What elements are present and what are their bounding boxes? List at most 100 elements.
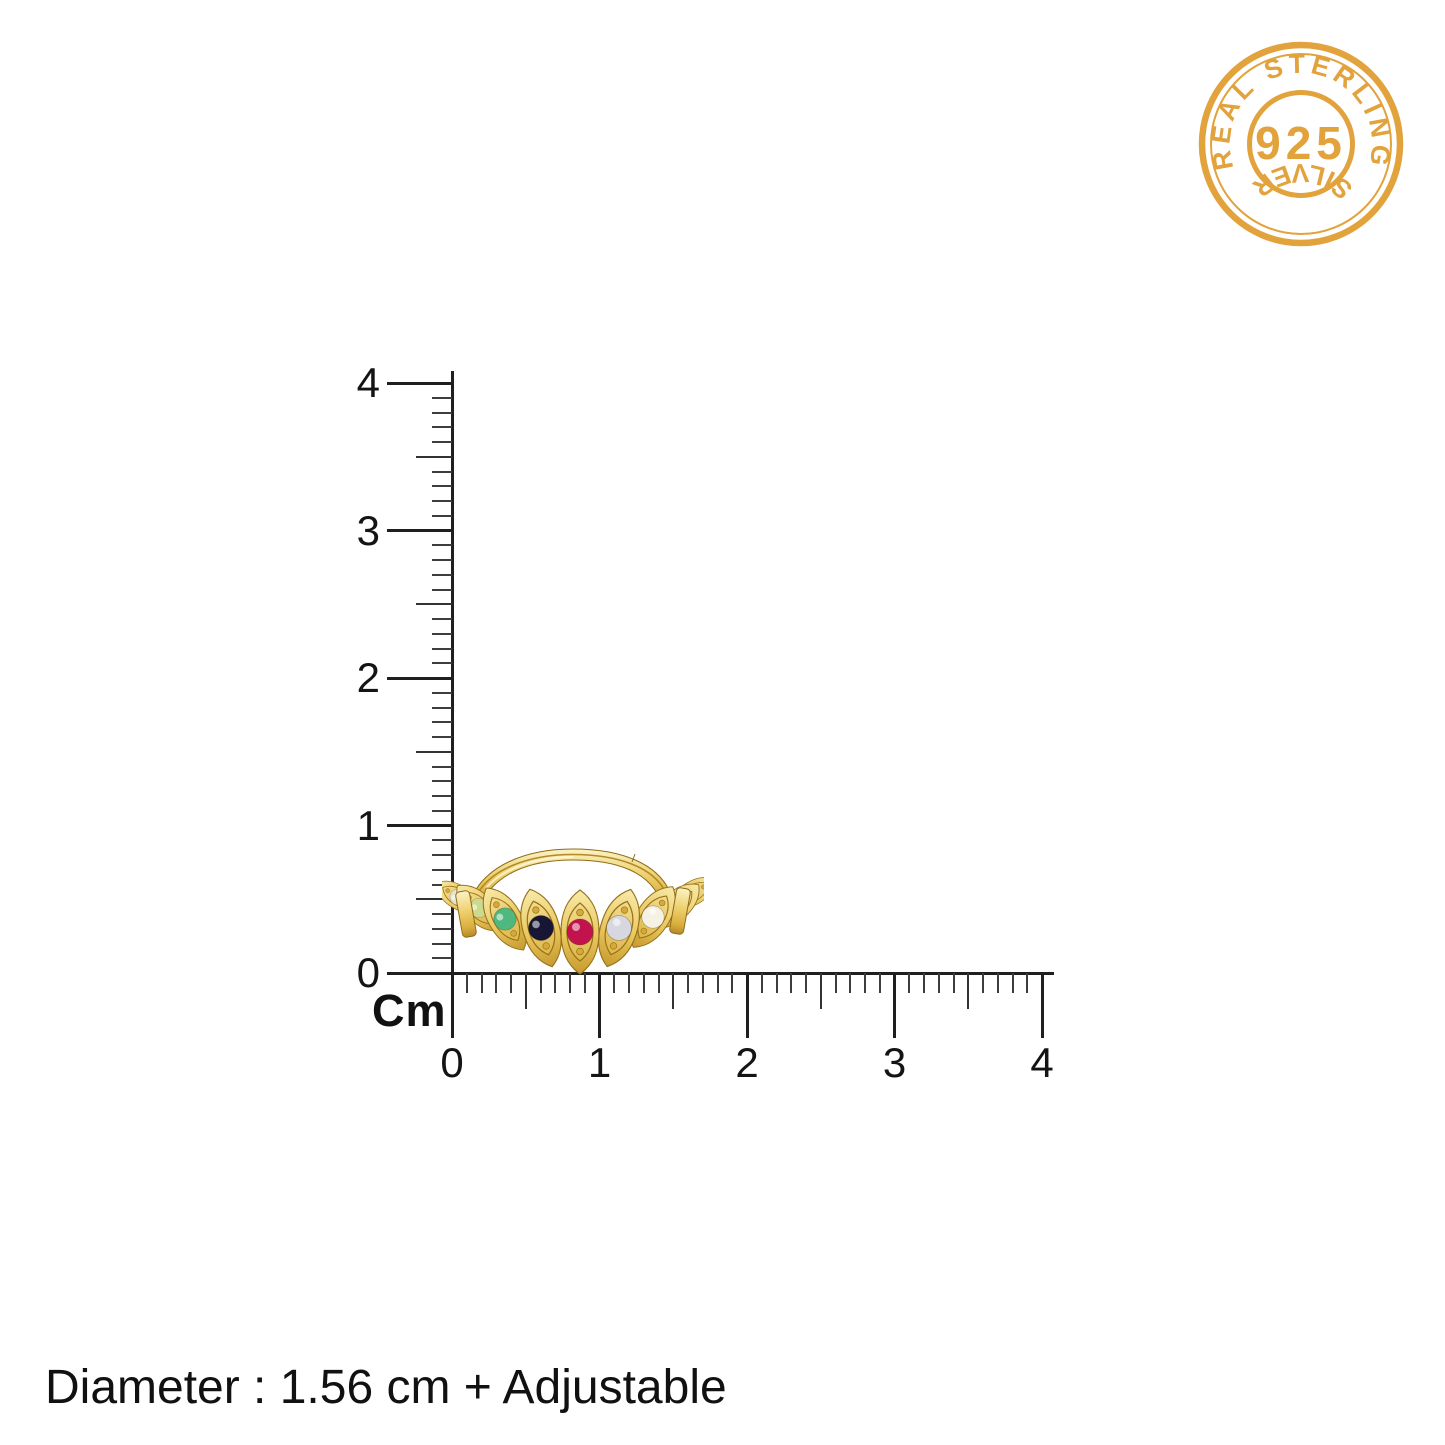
ring-band-right-end [669, 887, 691, 935]
v-ruler-tick [432, 632, 452, 635]
h-ruler-tick [716, 973, 719, 993]
v-ruler-tick [432, 470, 452, 473]
h-ruler-tick [805, 973, 807, 993]
v-ruler-tick [432, 485, 452, 488]
badge-center-circle [1247, 90, 1355, 198]
h-ruler-tick [731, 973, 734, 993]
h-ruler-tick [628, 973, 630, 993]
h-ruler-tick [657, 973, 660, 993]
prong-dot [576, 908, 584, 917]
ring-graphic [435, 848, 716, 975]
h-ruler-label-3: 3 [882, 1039, 907, 1086]
h-ruler-tick [878, 973, 881, 993]
h-ruler-tick [480, 973, 483, 993]
h-ruler-tick [539, 973, 542, 993]
v-ruler-tick [432, 559, 452, 561]
v-ruler-tick [432, 514, 452, 517]
badge-stamp-graphic: REAL STERLING SILVER 925 [1198, 41, 1404, 247]
prong-dot [620, 906, 629, 914]
h-ruler-tick [554, 973, 557, 993]
h-ruler-tick [569, 973, 571, 993]
ruler-unit-label: Cm [372, 985, 447, 1036]
horizontal-ruler-line [452, 971, 1054, 975]
gem-highlight [572, 923, 580, 931]
h-ruler-tick [982, 973, 984, 993]
prong-dot [640, 927, 648, 935]
v-ruler-tick [432, 411, 452, 414]
marquise-setting-emerald [482, 887, 528, 951]
marquise-setting-ruby [560, 889, 600, 975]
v-ruler-tick [432, 721, 452, 724]
h-ruler-tick [967, 973, 970, 1009]
v-ruler-tick [432, 573, 452, 576]
ring-band-left-end [455, 890, 477, 938]
badge-925-text: 925 [1255, 117, 1347, 169]
h-ruler-tick [996, 973, 999, 993]
v-ruler-label-3: 3 [356, 506, 380, 554]
v-ruler-tick [432, 942, 452, 945]
h-ruler-tick [864, 973, 866, 993]
h-ruler-tick [790, 973, 793, 993]
v-ruler-label-4: 4 [356, 359, 380, 406]
prong-dot [532, 906, 540, 914]
v-ruler-tick [432, 854, 452, 856]
gem-highlight [649, 908, 656, 915]
prong-dot [445, 888, 451, 893]
h-ruler-tick [1040, 973, 1044, 1038]
sterling-925-badge: REAL STERLING SILVER 925 [1194, 37, 1408, 251]
h-ruler-tick [450, 973, 454, 1038]
v-ruler-tick [432, 588, 452, 591]
prong-dot [576, 947, 584, 956]
marquise-setting-diamond [597, 888, 641, 968]
prong-dot [510, 930, 517, 937]
v-ruler-tick [432, 736, 452, 738]
v-ruler-tick [432, 662, 452, 665]
h-ruler-tick [760, 973, 763, 993]
v-ruler-tick [416, 603, 452, 606]
h-ruler-tick [465, 973, 468, 993]
h-ruler-tick [687, 973, 689, 993]
v-ruler-tick [432, 795, 452, 797]
v-ruler-label-0: 0 [356, 949, 380, 996]
v-ruler-tick [432, 396, 452, 399]
v-ruler-tick [432, 765, 452, 768]
h-ruler-tick [834, 973, 837, 993]
v-ruler-tick [416, 455, 452, 458]
v-ruler-tick [432, 957, 452, 960]
v-ruler-label-1: 1 [356, 801, 380, 849]
v-ruler-tick [387, 971, 452, 975]
h-ruler-tick [701, 973, 704, 993]
prong-dot [658, 899, 666, 907]
h-ruler-tick [495, 973, 498, 993]
prong-dot [542, 942, 550, 950]
vertical-ruler-line [450, 371, 454, 973]
v-ruler-tick [387, 529, 452, 532]
h-ruler-label-0: 0 [440, 1039, 464, 1086]
v-ruler-tick [387, 676, 452, 680]
gem-highlight [532, 920, 540, 929]
v-ruler-tick [432, 868, 452, 871]
h-ruler-tick [642, 973, 645, 993]
v-ruler-tick [416, 750, 452, 753]
ruby-gem [566, 918, 594, 946]
h-ruler-label-1: 1 [587, 1039, 612, 1086]
v-ruler-tick [387, 824, 452, 827]
gem-highlight [612, 918, 621, 927]
v-ruler-tick [432, 618, 452, 620]
v-ruler-tick [432, 706, 452, 709]
h-ruler-tick [613, 973, 616, 993]
v-ruler-tick [432, 647, 452, 650]
v-ruler-tick [432, 544, 452, 547]
h-ruler-tick [583, 973, 586, 993]
v-ruler-tick [432, 780, 452, 783]
prong-dot [609, 942, 618, 950]
v-ruler-tick [432, 500, 452, 502]
diamond-gem [606, 915, 632, 941]
diameter-caption: Diameter : 1.56 cm + Adjustable [45, 1361, 727, 1414]
h-ruler-tick [952, 973, 955, 993]
h-ruler-tick [775, 973, 778, 993]
v-ruler-tick [432, 441, 452, 443]
h-ruler-tick [598, 973, 601, 1038]
h-ruler-tick [819, 973, 822, 1009]
